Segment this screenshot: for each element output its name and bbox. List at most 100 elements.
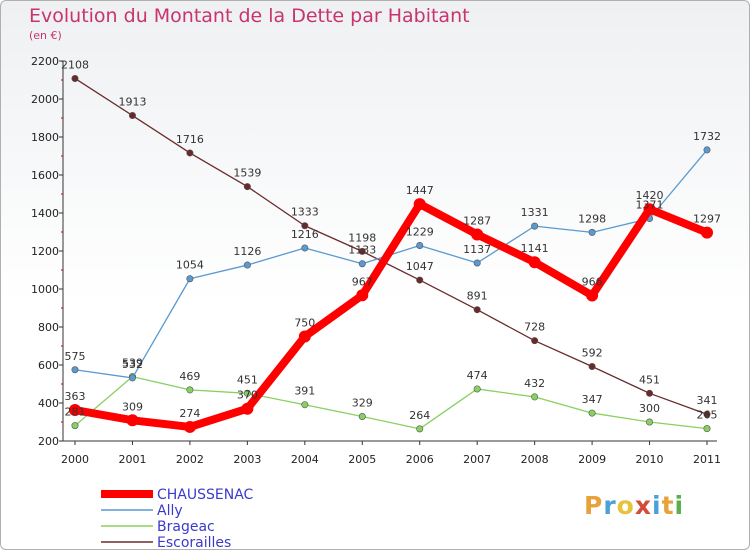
- x-tick-label: 2000: [61, 453, 89, 466]
- data-label-escorailles: 592: [582, 347, 603, 360]
- x-tick-label: 2011: [693, 453, 721, 466]
- chart-title: Evolution du Montant de la Dette par Hab…: [29, 5, 470, 27]
- data-label-chaussenac: 363: [65, 390, 86, 403]
- data-point-escorailles: [646, 389, 654, 397]
- data-label-ally: 532: [122, 358, 143, 371]
- data-point-brageac: [243, 389, 251, 397]
- data-point-ally: [703, 146, 711, 154]
- data-labels: 2108 1913 1716 1539 1333 1198 1047 891 728 592 451…: [61, 58, 721, 421]
- data-point-escorailles: [243, 183, 251, 191]
- data-label-chaussenac: 274: [179, 407, 200, 420]
- data-label-chaussenac: 750: [294, 317, 315, 330]
- data-point-ally: [473, 259, 481, 267]
- data-point-escorailles: [703, 410, 711, 418]
- x-tick-label: 2006: [406, 453, 434, 466]
- data-label-brageac: 469: [179, 370, 200, 383]
- data-label-chaussenac: 1297: [693, 213, 721, 226]
- data-point-ally: [128, 374, 136, 382]
- x-tick-label: 2010: [636, 453, 664, 466]
- data-point-escorailles: [71, 74, 79, 82]
- data-point-escorailles: [531, 337, 539, 345]
- data-label-ally: 1133: [348, 244, 376, 257]
- data-point-ally: [186, 275, 194, 283]
- data-point-brageac: [358, 412, 366, 420]
- data-point-chaussenac: [471, 228, 484, 241]
- data-label-chaussenac: 370: [237, 389, 258, 402]
- data-point-escorailles: [416, 276, 424, 284]
- data-label-ally: 1126: [233, 245, 261, 258]
- series-lines: [69, 74, 713, 433]
- y-tick-label: 1600: [31, 169, 59, 182]
- legend-label-escorailles: Escorailles: [157, 535, 231, 550]
- data-point-ally: [71, 366, 79, 374]
- data-point-ally: [301, 244, 309, 252]
- chart-subtitle: (en €): [29, 29, 62, 42]
- logo-letter: i: [674, 491, 685, 520]
- data-label-escorailles: 1047: [406, 260, 434, 273]
- data-point-escorailles: [301, 222, 309, 230]
- legend-label-ally: Ally: [157, 503, 183, 519]
- data-label-brageac: 300: [639, 402, 660, 415]
- logo-letter: P: [584, 491, 604, 520]
- data-point-brageac: [646, 418, 654, 426]
- data-label-ally: 1298: [578, 212, 606, 225]
- y-tick-label: 1000: [31, 283, 59, 296]
- data-point-chaussenac: [183, 420, 196, 433]
- data-label-brageac: 451: [237, 373, 258, 386]
- data-label-brageac: 329: [352, 396, 373, 409]
- logo-letter: x: [634, 491, 652, 520]
- data-label-chaussenac: 966: [582, 275, 603, 288]
- data-point-chaussenac: [701, 226, 713, 239]
- data-label-chaussenac: 309: [122, 400, 143, 413]
- y-tick-label: 2200: [31, 55, 59, 68]
- data-label-escorailles: 1539: [233, 167, 261, 180]
- data-point-ally: [416, 241, 424, 249]
- data-label-brageac: 264: [409, 409, 430, 422]
- y-tick-label: 1200: [31, 245, 59, 258]
- data-label-ally: 1732: [693, 130, 721, 143]
- x-tick-label: 2001: [118, 453, 146, 466]
- data-label-brageac: 432: [524, 377, 545, 390]
- data-point-escorailles: [588, 363, 596, 371]
- data-point-chaussenac: [298, 330, 311, 343]
- data-label-escorailles: 1716: [176, 133, 204, 146]
- data-point-brageac: [186, 386, 194, 394]
- series-line-chaussenac: [71, 200, 711, 431]
- x-tick-label: 2007: [463, 453, 491, 466]
- data-point-chaussenac: [586, 289, 599, 302]
- x-tick-label: 2009: [578, 453, 606, 466]
- data-label-escorailles: 728: [524, 321, 545, 334]
- axes: 200 400 600 800 1000 1200 1400 1600 1800 2000 2200…: [31, 55, 721, 466]
- data-point-brageac: [531, 393, 539, 401]
- data-label-brageac: 391: [294, 385, 315, 398]
- logo-letter: r: [603, 491, 617, 520]
- x-tick-label: 2004: [291, 453, 319, 466]
- x-tick-label: 2003: [233, 453, 261, 466]
- data-point-ally: [588, 228, 596, 236]
- data-label-brageac: 539: [122, 357, 143, 370]
- data-point-brageac: [301, 401, 309, 409]
- data-point-ally: [358, 260, 366, 268]
- data-label-escorailles: 1913: [118, 96, 146, 109]
- data-label-chaussenac: 1447: [406, 184, 434, 197]
- data-point-chaussenac: [241, 402, 254, 415]
- proxiti-logo: Proxiti: [584, 491, 684, 520]
- series-line-brageac: [74, 375, 708, 430]
- y-tick-label: 400: [38, 397, 59, 410]
- series-line-escorailles: [74, 77, 708, 415]
- y-tick-label: 2000: [31, 93, 59, 106]
- y-tick-label: 1400: [31, 207, 59, 220]
- data-point-escorailles: [358, 247, 366, 255]
- data-point-brageac: [473, 385, 481, 393]
- data-label-chaussenac: 1420: [636, 189, 664, 202]
- legend-label-brageac: Brageac: [157, 519, 215, 535]
- data-point-brageac: [71, 422, 79, 430]
- data-label-chaussenac: 967: [352, 275, 373, 288]
- data-point-escorailles: [473, 306, 481, 314]
- y-tick-label: 600: [38, 359, 59, 372]
- x-tick-label: 2002: [176, 453, 204, 466]
- data-point-escorailles: [128, 112, 136, 120]
